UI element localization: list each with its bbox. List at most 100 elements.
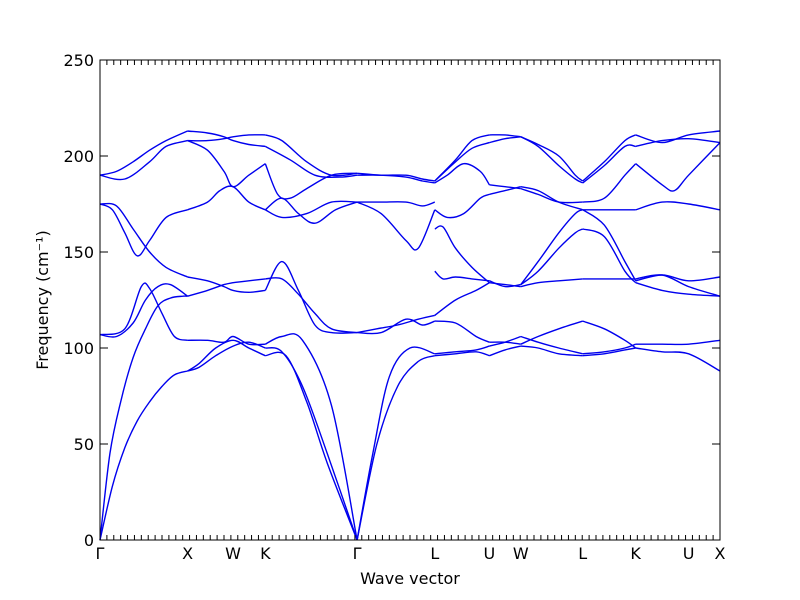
band-line [264, 145, 358, 178]
band-line [520, 345, 583, 357]
band-line [635, 201, 721, 211]
band-line [582, 134, 637, 182]
band-line [520, 187, 583, 204]
band-line [357, 318, 436, 335]
band-line [635, 142, 721, 192]
band-line [187, 278, 266, 297]
band-line [489, 282, 521, 288]
band-line [264, 260, 358, 334]
band-line [434, 282, 490, 316]
band-line [635, 282, 721, 297]
x-tick-label: L [430, 544, 439, 563]
band-line [99, 295, 188, 541]
band-line [99, 283, 189, 338]
x-tick-label: W [225, 544, 241, 563]
band-line [99, 370, 188, 541]
band-line [187, 185, 266, 211]
band-line [265, 347, 358, 541]
band-line [264, 163, 358, 200]
band-line [265, 134, 358, 177]
band-line [434, 351, 490, 357]
band-line [582, 228, 637, 284]
y-tick-label: 0 [84, 531, 94, 550]
x-tick-label: K [260, 544, 271, 563]
bands-group [99, 130, 721, 541]
band-line [99, 202, 188, 278]
band-line [489, 184, 521, 190]
y-tick-label: 250 [63, 51, 94, 70]
plot-frame [99, 59, 721, 541]
x-tick-label: U [683, 544, 695, 563]
band-line [187, 130, 266, 148]
band-line [434, 345, 490, 355]
band-line [187, 276, 266, 294]
band-line [187, 139, 266, 188]
band-line [582, 144, 636, 184]
band-line [635, 130, 721, 144]
band-line [356, 314, 435, 334]
band-line [357, 172, 435, 182]
band-line [265, 351, 358, 541]
x-tick-label: X [715, 544, 726, 563]
band-line [434, 225, 490, 284]
band-line [264, 333, 358, 541]
band-line [99, 203, 188, 257]
x-tick-label: U [484, 544, 496, 563]
y-tick-label: 50 [74, 435, 94, 454]
band-line [635, 339, 721, 346]
band-line [356, 346, 436, 541]
band-line [635, 274, 721, 297]
band-line [635, 274, 721, 282]
y-tick-label: 200 [63, 147, 94, 166]
band-line [99, 130, 188, 176]
y-tick-label: 100 [63, 339, 94, 358]
band-line [99, 282, 188, 341]
band-line [582, 343, 636, 355]
band-line [434, 162, 490, 186]
band-line [520, 209, 584, 286]
x-tick-label: K [630, 544, 641, 563]
band-line [434, 320, 490, 343]
x-tick-label: W [513, 544, 529, 563]
band-line [264, 197, 358, 224]
band-line [357, 201, 436, 207]
band-line [520, 186, 584, 211]
band-line [356, 201, 436, 251]
band-line [489, 280, 521, 288]
band-line [520, 320, 584, 345]
x-tick-label: L [578, 544, 587, 563]
band-line [434, 141, 490, 182]
y-axis-label: Frequency (cm⁻¹) [33, 230, 52, 369]
band-line [582, 163, 637, 203]
x-tick-label: Γ [96, 544, 105, 563]
band-line [265, 277, 358, 334]
band-line [635, 347, 721, 372]
band-line [264, 200, 358, 219]
band-line [489, 136, 521, 144]
band-line [489, 345, 521, 357]
band-line [187, 341, 266, 372]
band-line [520, 228, 584, 286]
band-line [187, 335, 266, 346]
y-ticks-group: 0 50 100 150 200 250 [63, 51, 720, 550]
band-line [520, 136, 584, 184]
band-line [489, 134, 521, 138]
band-line [99, 139, 188, 181]
band-line [582, 320, 637, 349]
band-line [582, 209, 637, 282]
band-line [187, 134, 266, 142]
band-line [520, 278, 583, 288]
x-tick-label: X [182, 544, 193, 563]
x-axis-label: Wave vector [360, 569, 460, 588]
band-line [489, 335, 522, 347]
band-line [520, 335, 583, 355]
band-line [434, 270, 490, 282]
band-line [582, 347, 636, 357]
band-line [356, 355, 436, 541]
x-tick-label: Γ [353, 544, 362, 563]
band-line [434, 193, 490, 219]
band-line [489, 341, 521, 345]
band-line [520, 136, 584, 182]
